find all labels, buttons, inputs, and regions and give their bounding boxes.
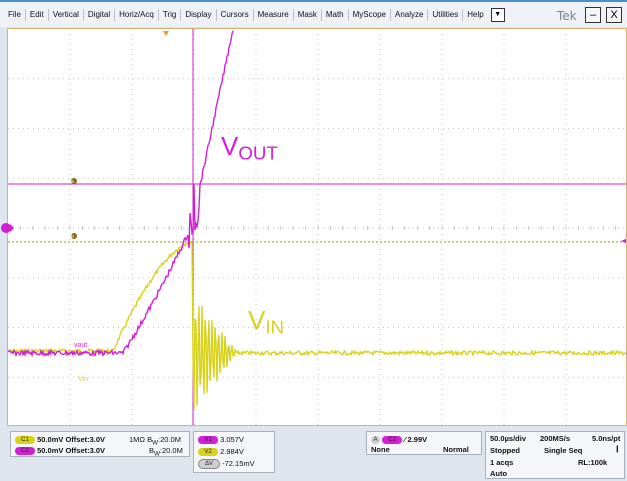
menu-item-cursors[interactable]: Cursors xyxy=(217,8,254,21)
cursor-v2-value: 2.984V xyxy=(220,447,244,456)
menu-list: File Edit Vertical Digital Horiz/Acq Trig Disp… xyxy=(0,2,488,27)
cursor-readout[interactable]: V1 3.057V V2 2.984V ΔV -72.15mV xyxy=(193,431,275,473)
cursor-v1-badge: V1 xyxy=(198,436,218,445)
vin-trace-tag: Vin xyxy=(78,376,88,383)
trigger-mode-auto: Auto xyxy=(490,469,508,478)
channel-2-scale: 50.0mV xyxy=(37,446,64,455)
menu-bar: File Edit Vertical Digital Horiz/Acq Trig Disp… xyxy=(0,0,627,27)
sequence-mode: Single Seq xyxy=(544,446,583,455)
trigger-slope-icon: ⁄ xyxy=(404,435,406,444)
menu-item-myscope[interactable]: MyScope xyxy=(349,8,391,21)
trigger-coupling: None xyxy=(371,445,390,454)
menu-item-measure[interactable]: Measure xyxy=(254,8,294,21)
trigger-mode: Normal xyxy=(443,445,469,454)
vout-label: VOUT xyxy=(221,131,278,164)
menu-item-help[interactable]: Help xyxy=(467,9,484,19)
vout-trace-tag: vout xyxy=(74,342,87,349)
cursor-delta-badge: ΔV xyxy=(198,459,220,470)
menu-item-mask[interactable]: Mask xyxy=(294,8,322,21)
channel-1-scale: 50.0mV xyxy=(37,435,64,444)
channel-2-bandwidth: BW:20.0M xyxy=(149,446,183,458)
menu-item-utilities[interactable]: Utilities xyxy=(428,8,464,21)
tek-logo: Tek xyxy=(557,9,577,23)
acquisition-settings[interactable]: 50.0µs/div 200MS/s 5.0ns/pt Stopped Sing… xyxy=(485,431,625,479)
trigger-settings[interactable]: A C2 ⁄ 2.99V None Normal xyxy=(366,431,482,455)
minimize-button[interactable]: – xyxy=(585,7,601,23)
cursor-marker-b-label: b xyxy=(71,234,74,240)
channel-2-ground-marker[interactable] xyxy=(0,220,14,236)
trigger-source-badge: C2 xyxy=(382,436,403,445)
channel-1-impedance: 1MΩ xyxy=(129,435,146,444)
acquisition-state: Stopped xyxy=(490,446,520,455)
cursor-v1-value: 3.057V xyxy=(220,435,244,444)
vin-trace xyxy=(8,238,626,410)
cursor-delta-value: -72.15mV xyxy=(222,459,255,468)
trigger-position-marker xyxy=(163,31,169,36)
channel-1-bandwidth: BW:20.0M xyxy=(147,435,181,447)
menu-dropdown-button[interactable]: ▼ xyxy=(490,7,505,22)
timebase: 50.0µs/div xyxy=(490,434,527,443)
menu-item-display[interactable]: Display xyxy=(181,8,217,21)
menu-item-analyze[interactable]: Analyze xyxy=(391,8,429,21)
menu-item-vertical[interactable]: Vertical xyxy=(49,8,84,21)
resolution: 5.0ns/pt xyxy=(592,434,621,443)
waveform-display[interactable]: VOUT VIN vout Vin a b xyxy=(7,28,627,426)
trigger-level: 2.99V xyxy=(407,435,428,444)
menu-item-digital[interactable]: Digital xyxy=(84,8,116,21)
graticule: VOUT VIN vout Vin a b xyxy=(8,29,626,425)
channel-2-offset: Offset:3.0V xyxy=(65,446,106,455)
status-bar: C1 50.0mV Offset:3.0V 1MΩ BW:20.0M C2 50… xyxy=(0,426,627,481)
cursor-marker-a xyxy=(71,178,77,184)
channel-1-offset: Offset:3.0V xyxy=(65,435,106,444)
menu-item-edit[interactable]: Edit xyxy=(26,8,49,21)
channel-settings[interactable]: C1 50.0mV Offset:3.0V 1MΩ BW:20.0M C2 50… xyxy=(10,431,190,458)
channel-1-badge[interactable]: C1 xyxy=(15,436,35,445)
run-stop-marker: ╵ xyxy=(614,447,621,459)
record-length: RL:100k xyxy=(578,458,608,467)
menu-item-trig[interactable]: Trig xyxy=(159,8,182,21)
acquisition-count: 1 acqs xyxy=(490,458,514,467)
menu-item-math[interactable]: Math xyxy=(322,8,349,21)
right-edge-marker xyxy=(621,238,626,244)
sample-rate: 200MS/s xyxy=(540,434,571,443)
cursor-marker-a-label: a xyxy=(71,179,74,185)
close-button[interactable]: X xyxy=(606,7,622,23)
vout-trace xyxy=(8,30,234,358)
cursor-v2-badge: V2 xyxy=(198,448,218,457)
channel-2-badge[interactable]: C2 xyxy=(15,447,35,456)
menu-item-file[interactable]: File xyxy=(4,8,26,21)
vin-label: VIN xyxy=(248,305,284,338)
cursor-marker-b xyxy=(71,233,77,239)
trigger-a-badge: A xyxy=(371,436,380,445)
menu-item-horiz-acq[interactable]: Horiz/Acq xyxy=(115,8,159,21)
